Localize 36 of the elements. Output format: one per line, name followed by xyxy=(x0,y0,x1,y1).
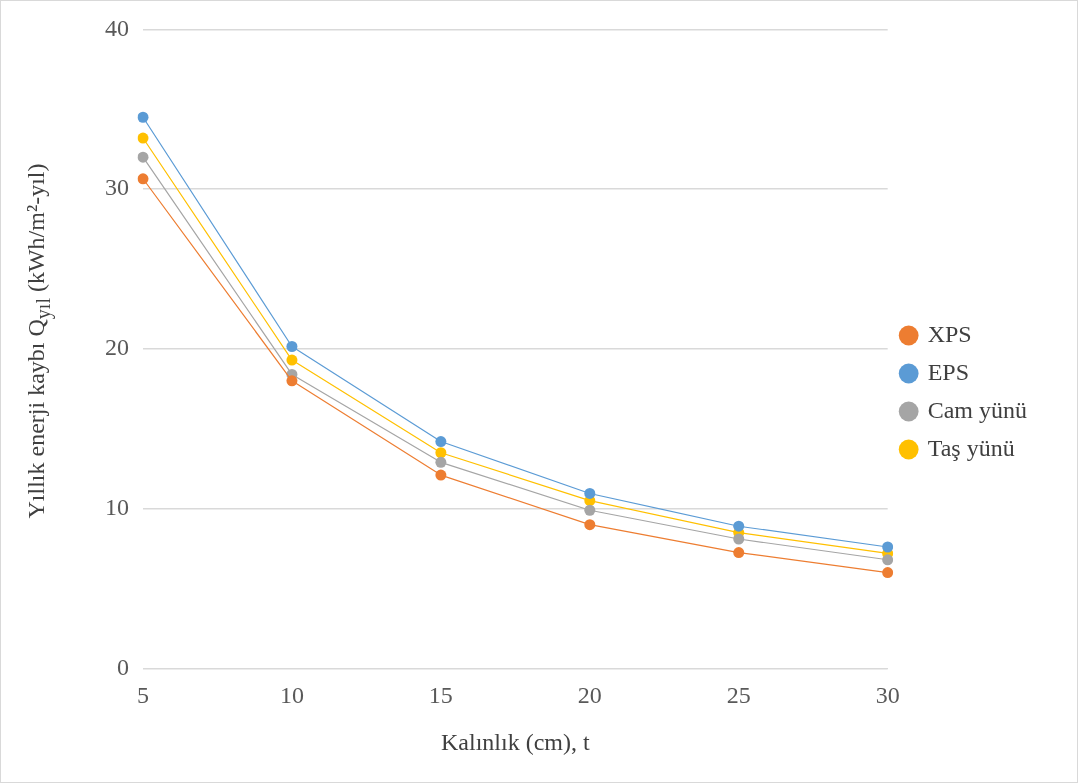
point xyxy=(137,151,149,163)
point xyxy=(733,533,745,545)
point xyxy=(435,436,447,448)
legend-label: Cam yünü xyxy=(927,396,1027,423)
x-tick-label: 15 xyxy=(428,682,453,709)
point xyxy=(435,469,447,481)
point xyxy=(286,341,298,352)
point xyxy=(435,447,447,459)
point xyxy=(286,354,298,366)
y-tick-label: 0 xyxy=(117,653,129,680)
legend-label: Taş yünü xyxy=(927,434,1015,461)
point xyxy=(584,487,596,499)
point xyxy=(137,111,149,123)
point xyxy=(584,504,596,516)
x-tick-label: 25 xyxy=(726,682,751,709)
x-tick-label: 5 xyxy=(137,682,149,709)
point xyxy=(733,520,745,532)
x-axis-title: Kalınlık (cm), t xyxy=(441,728,590,755)
y-tick-label: 10 xyxy=(105,493,129,520)
point xyxy=(882,541,894,553)
y-tick-label: 30 xyxy=(105,174,129,201)
y-tick-label: 40 xyxy=(105,14,129,41)
point xyxy=(882,554,894,566)
point xyxy=(137,132,149,144)
legend-label: XPS xyxy=(927,320,972,347)
point xyxy=(584,519,596,531)
x-tick-label: 30 xyxy=(875,682,900,709)
point xyxy=(286,375,298,387)
y-tick-label: 20 xyxy=(105,334,129,361)
point xyxy=(435,456,447,468)
point xyxy=(733,547,745,559)
point xyxy=(137,173,149,185)
x-tick-label: 20 xyxy=(577,682,602,709)
legend-label: EPS xyxy=(927,358,970,385)
x-tick-label: 10 xyxy=(279,682,304,709)
point xyxy=(882,567,894,579)
